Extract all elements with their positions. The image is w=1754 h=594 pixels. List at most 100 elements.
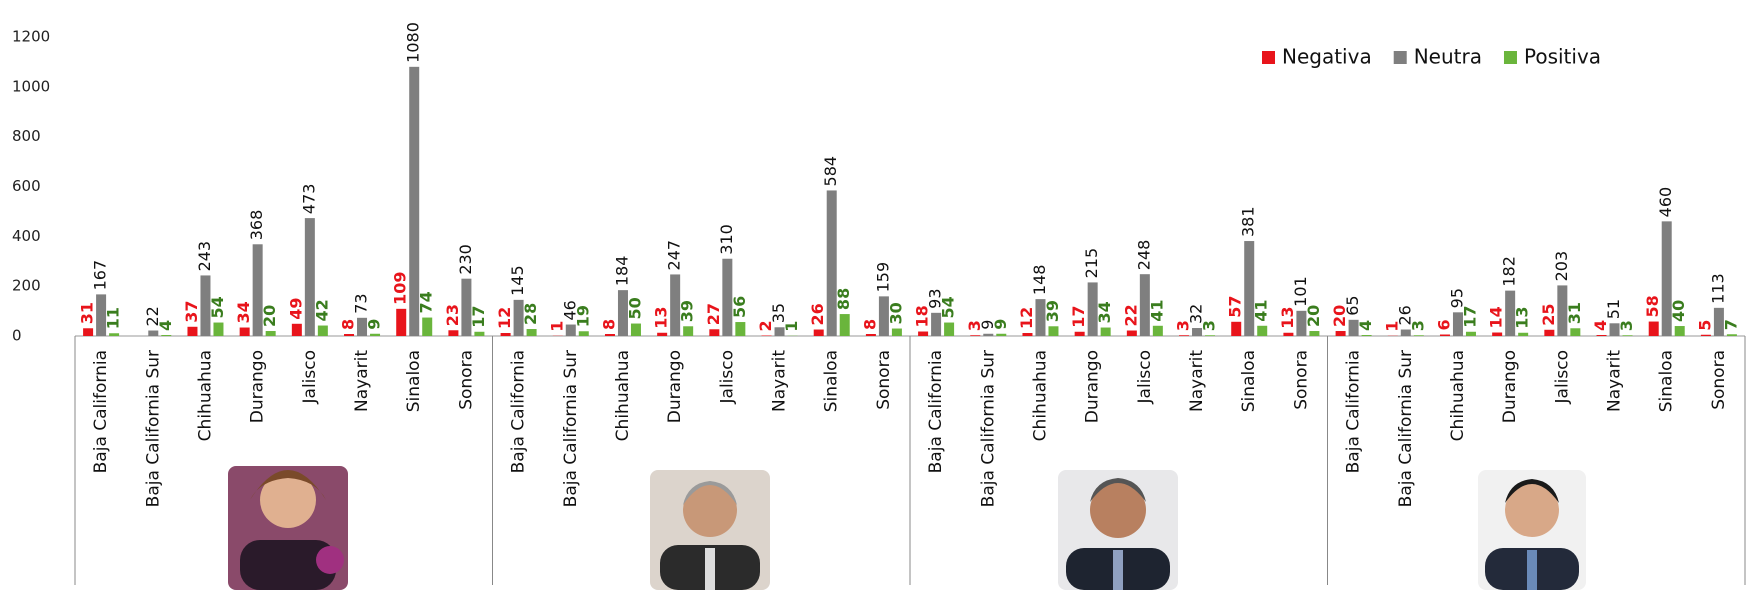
bar [1465,331,1476,336]
y-tick-label: 400 [12,227,41,245]
value-label: 3 [1200,320,1219,331]
x-tick-label: Durango [665,350,685,423]
bar [357,317,368,336]
bar [1452,312,1463,336]
bar [239,327,250,336]
bar [1087,282,1098,336]
value-label: 57 [1226,296,1245,318]
value-label: 182 [1500,256,1519,287]
y-tick-label: 0 [12,327,22,345]
bar [839,314,850,336]
value-label: 148 [1030,265,1049,296]
x-tick-label: Sinaloa [1239,350,1259,412]
value-label: 31 [78,302,97,324]
value-label: 230 [456,244,475,275]
bar [1700,334,1711,336]
bar [1596,335,1607,336]
bar [630,323,641,336]
value-label: 12 [495,307,514,329]
bar [448,330,459,336]
y-tick-label: 200 [12,277,41,295]
value-label: 4 [1356,320,1375,331]
value-label: 8 [339,319,358,330]
x-tick-label: Jalisco [717,350,737,404]
bar [513,299,524,336]
x-tick-label: Chihuahua [1030,350,1050,441]
value-label: 54 [208,296,227,318]
bar [1139,274,1150,336]
value-label: 19 [573,305,592,327]
value-label: 184 [612,256,631,287]
value-label: 1 [782,321,801,332]
bar [1661,221,1672,336]
bar [1557,285,1568,336]
legend-swatch [1393,51,1407,64]
bar [878,296,889,336]
x-tick-label: Baja California [1344,350,1364,473]
value-label: 26 [1395,305,1414,325]
value-label: 368 [247,210,266,241]
x-tick-label: Chihuahua [1448,350,1468,441]
value-label: 7 [1721,319,1740,330]
bar [422,317,433,336]
bar [409,66,420,336]
bar [735,322,746,336]
bar [265,331,276,336]
value-label: 3 [965,320,984,331]
bar [604,334,615,336]
value-label: 584 [821,156,840,187]
value-label: 3 [1408,320,1427,331]
x-tick-label: Chihuahua [613,350,633,441]
photo [650,470,770,590]
y-tick-label: 1000 [12,77,50,95]
x-tick-label: Durango [1500,350,1520,423]
value-label: 11 [104,307,123,329]
bar [1126,330,1137,336]
bar [1439,334,1450,336]
bar [474,331,485,336]
value-label: 39 [678,300,697,322]
value-label: 32 [1187,304,1206,324]
value-label: 27 [704,303,723,325]
bar [1074,331,1085,336]
bar [774,327,785,336]
value-label: 243 [195,241,214,272]
bar [970,335,981,336]
value-label: 37 [182,301,201,323]
bar [252,244,263,336]
x-tick-label: Sonora [1709,350,1729,410]
bar [317,325,328,336]
bar [1518,332,1529,336]
value-label: 34 [1095,301,1114,323]
value-label: 58 [1643,295,1662,317]
value-label: 41 [1252,300,1271,322]
x-tick-label: Jalisco [1135,350,1155,404]
value-label: 109 [391,271,410,304]
value-label: 203 [1552,251,1571,282]
value-label: 5 [1695,320,1714,331]
legend-swatch [1503,51,1517,64]
value-label: 3 [1174,320,1193,331]
bar [1257,325,1268,336]
value-label: 22 [1121,304,1140,326]
bar [83,328,94,336]
photo [1058,470,1178,590]
y-tick-label: 600 [12,177,41,195]
value-label: 20 [1330,305,1349,327]
value-label: 17 [1460,305,1479,327]
value-label: 1 [1382,321,1401,332]
value-label: 42 [312,299,331,321]
value-label: 22 [143,306,162,326]
value-label: 2 [756,320,775,331]
value-label: 73 [352,293,371,313]
bar [1022,333,1033,336]
bar [983,333,994,336]
bar [96,294,107,336]
value-label: 14 [1487,306,1506,328]
bar [1505,290,1516,336]
x-tick-label: Nayarit [770,350,790,412]
bar [944,322,955,336]
value-label: 41 [1147,300,1166,322]
value-label: 101 [1291,276,1310,307]
bar [370,333,381,336]
